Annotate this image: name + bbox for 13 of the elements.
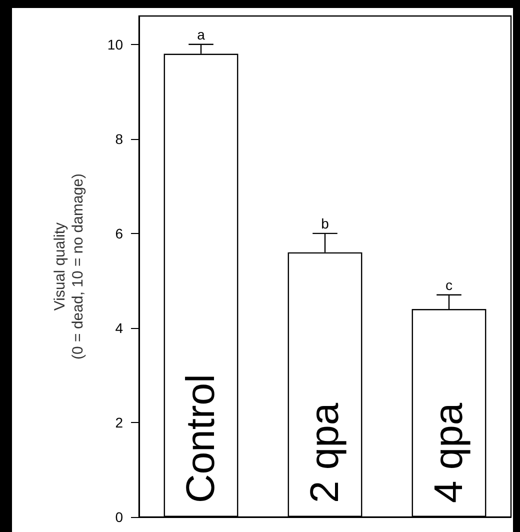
y-tick-label: 10 bbox=[107, 36, 124, 52]
annotation: a bbox=[197, 26, 206, 42]
y-tick-label: 6 bbox=[115, 225, 124, 242]
y-tick-label: 4 bbox=[115, 320, 124, 336]
y-tick-label: 2 bbox=[115, 414, 124, 430]
x-tick-label: 2 qpa bbox=[303, 402, 347, 503]
y-tick-label: 8 bbox=[115, 130, 124, 147]
x-tick-label: Control bbox=[179, 374, 223, 503]
annotation: b bbox=[321, 215, 330, 232]
x-tick-label: 4 qpa bbox=[427, 402, 471, 503]
annotation: c bbox=[446, 276, 452, 293]
y-axis-title: Visual quality (0 = dead, 10 = no damage) bbox=[52, 174, 86, 360]
y-tick-label: 0 bbox=[115, 509, 124, 525]
